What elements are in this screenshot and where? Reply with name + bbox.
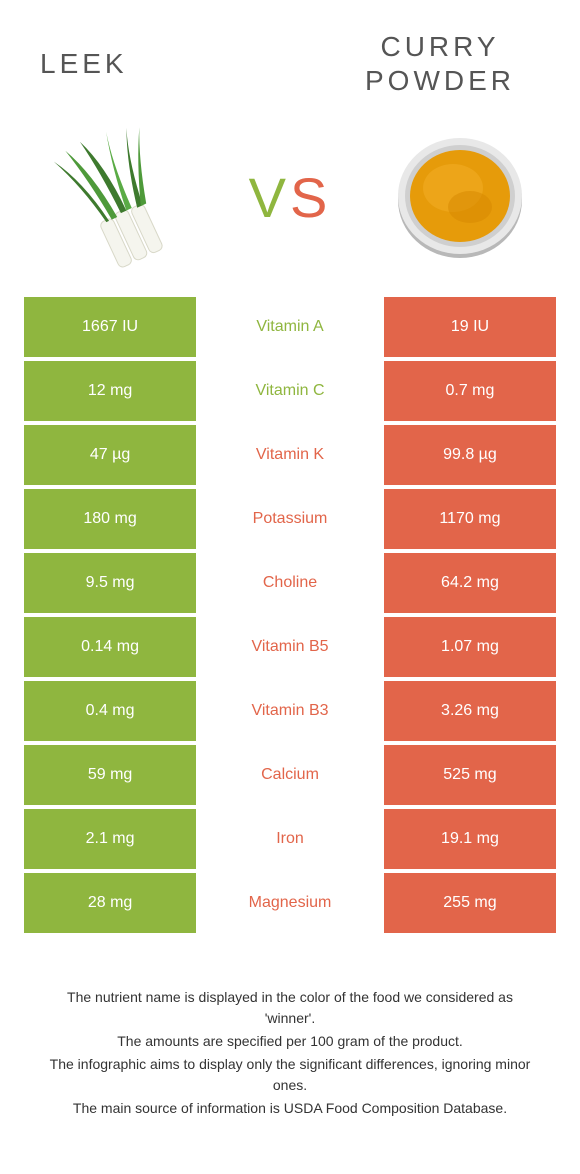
cell-right: 1170 mg <box>384 489 556 549</box>
footer-line: The nutrient name is displayed in the co… <box>40 987 540 1029</box>
title-right: Curry Powder <box>340 30 540 97</box>
table-row: 59 mgCalcium525 mg <box>24 745 556 805</box>
table-row: 0.4 mgVitamin B33.26 mg <box>24 681 556 741</box>
cell-label: Vitamin B3 <box>196 681 384 741</box>
cell-left: 47 µg <box>24 425 196 485</box>
cell-right: 99.8 µg <box>384 425 556 485</box>
cell-right: 19 IU <box>384 297 556 357</box>
cell-left: 59 mg <box>24 745 196 805</box>
images-row: VS <box>0 107 580 297</box>
cell-left: 28 mg <box>24 873 196 933</box>
cell-label: Iron <box>196 809 384 869</box>
cell-left: 12 mg <box>24 361 196 421</box>
cell-left: 1667 IU <box>24 297 196 357</box>
cell-left: 0.14 mg <box>24 617 196 677</box>
vs-s: S <box>290 166 331 229</box>
footer-notes: The nutrient name is displayed in the co… <box>0 937 580 1119</box>
table-row: 0.14 mgVitamin B51.07 mg <box>24 617 556 677</box>
leek-image <box>30 117 210 277</box>
cell-label: Choline <box>196 553 384 613</box>
cell-right: 255 mg <box>384 873 556 933</box>
comparison-table: 1667 IUVitamin A19 IU12 mgVitamin C0.7 m… <box>0 297 580 933</box>
cell-left: 180 mg <box>24 489 196 549</box>
cell-label: Vitamin C <box>196 361 384 421</box>
cell-label: Vitamin K <box>196 425 384 485</box>
footer-line: The amounts are specified per 100 gram o… <box>40 1031 540 1052</box>
cell-left: 9.5 mg <box>24 553 196 613</box>
cell-label: Potassium <box>196 489 384 549</box>
cell-label: Magnesium <box>196 873 384 933</box>
cell-left: 0.4 mg <box>24 681 196 741</box>
cell-right: 0.7 mg <box>384 361 556 421</box>
footer-line: The infographic aims to display only the… <box>40 1054 540 1096</box>
table-row: 9.5 mgCholine64.2 mg <box>24 553 556 613</box>
table-row: 1667 IUVitamin A19 IU <box>24 297 556 357</box>
table-row: 28 mgMagnesium255 mg <box>24 873 556 933</box>
cell-left: 2.1 mg <box>24 809 196 869</box>
cell-label: Vitamin A <box>196 297 384 357</box>
cell-right: 3.26 mg <box>384 681 556 741</box>
vs-v: V <box>249 166 290 229</box>
cell-right: 525 mg <box>384 745 556 805</box>
title-left: Leek <box>40 48 128 80</box>
table-row: 47 µgVitamin K99.8 µg <box>24 425 556 485</box>
header: Leek Curry Powder <box>0 0 580 107</box>
cell-right: 19.1 mg <box>384 809 556 869</box>
curry-image <box>370 117 550 277</box>
table-row: 180 mgPotassium1170 mg <box>24 489 556 549</box>
cell-right: 1.07 mg <box>384 617 556 677</box>
footer-line: The main source of information is USDA F… <box>40 1098 540 1119</box>
cell-label: Vitamin B5 <box>196 617 384 677</box>
table-row: 12 mgVitamin C0.7 mg <box>24 361 556 421</box>
cell-right: 64.2 mg <box>384 553 556 613</box>
cell-label: Calcium <box>196 745 384 805</box>
table-row: 2.1 mgIron19.1 mg <box>24 809 556 869</box>
vs-label: VS <box>249 165 332 230</box>
